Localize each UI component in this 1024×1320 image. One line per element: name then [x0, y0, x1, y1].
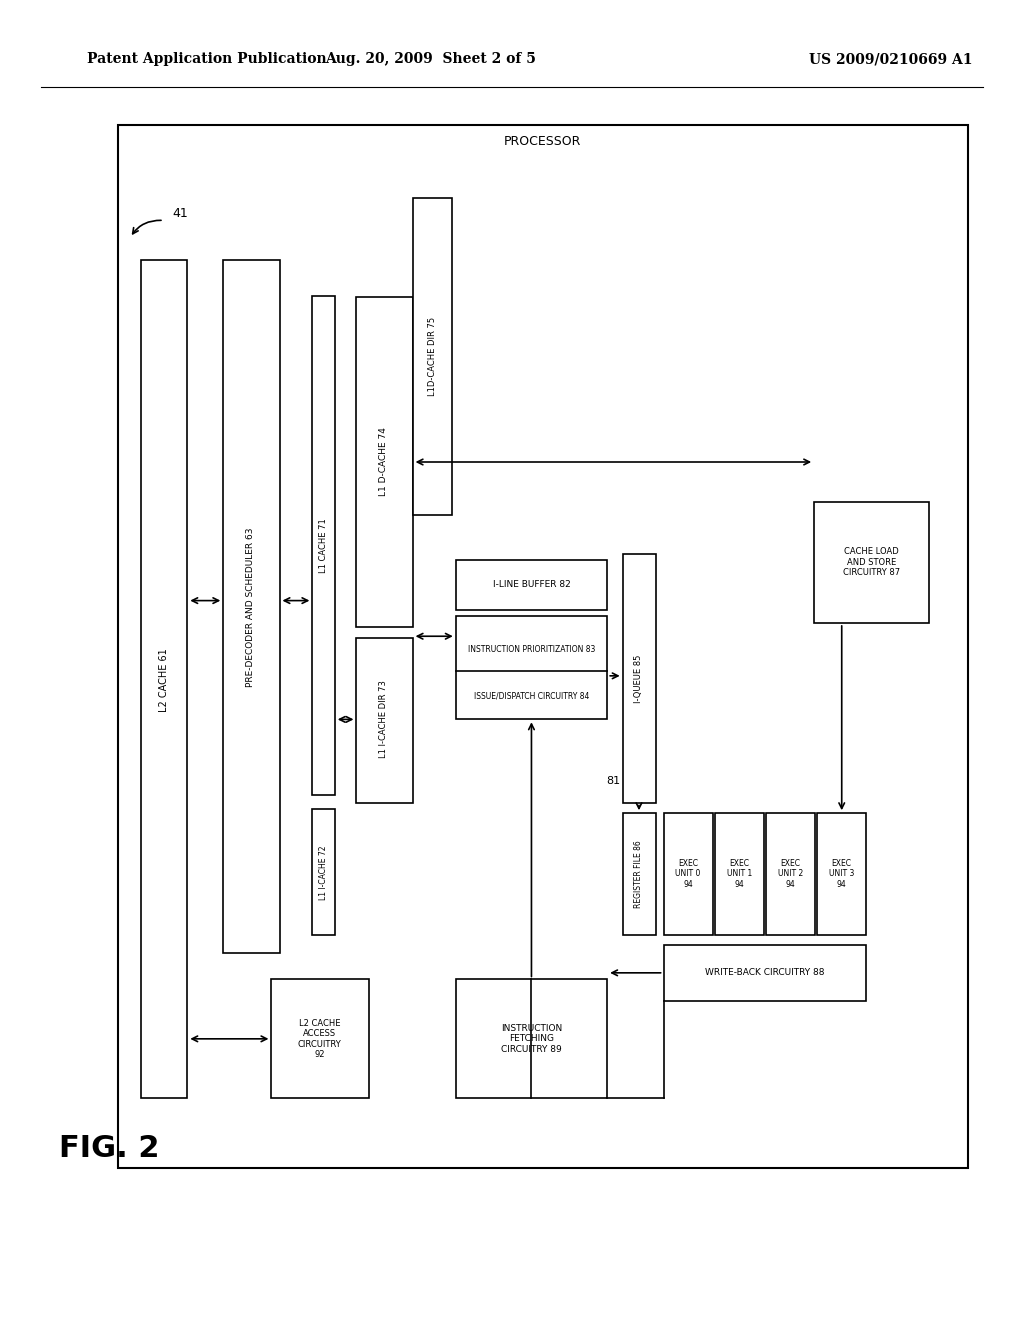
FancyBboxPatch shape: [141, 260, 187, 1098]
Text: L2 CACHE 61: L2 CACHE 61: [159, 648, 169, 711]
Text: Patent Application Publication: Patent Application Publication: [87, 53, 327, 66]
FancyBboxPatch shape: [223, 260, 280, 953]
FancyBboxPatch shape: [664, 813, 713, 935]
Text: 81: 81: [606, 776, 621, 787]
FancyBboxPatch shape: [623, 554, 656, 803]
Text: INSTRUCTION PRIORITIZATION 83: INSTRUCTION PRIORITIZATION 83: [468, 645, 595, 653]
Text: WRITE-BACK CIRCUITRY 88: WRITE-BACK CIRCUITRY 88: [706, 969, 824, 977]
FancyBboxPatch shape: [456, 616, 607, 719]
FancyBboxPatch shape: [623, 813, 656, 935]
Text: I-QUEUE 85: I-QUEUE 85: [635, 655, 643, 702]
Text: Aug. 20, 2009  Sheet 2 of 5: Aug. 20, 2009 Sheet 2 of 5: [325, 53, 536, 66]
Text: L1 I-CACHE DIR 73: L1 I-CACHE DIR 73: [380, 681, 388, 758]
Text: EXEC
UNIT 0
94: EXEC UNIT 0 94: [676, 859, 700, 888]
Text: US 2009/0210669 A1: US 2009/0210669 A1: [809, 53, 973, 66]
Text: I-LINE BUFFER 82: I-LINE BUFFER 82: [493, 581, 570, 589]
FancyBboxPatch shape: [814, 502, 929, 623]
Text: L1 CACHE 71: L1 CACHE 71: [319, 517, 328, 573]
FancyBboxPatch shape: [456, 979, 607, 1098]
Text: EXEC
UNIT 3
94: EXEC UNIT 3 94: [829, 859, 854, 888]
FancyBboxPatch shape: [456, 560, 607, 610]
FancyBboxPatch shape: [312, 809, 335, 935]
FancyBboxPatch shape: [118, 125, 968, 1168]
Text: ISSUE/DISPATCH CIRCUITRY 84: ISSUE/DISPATCH CIRCUITRY 84: [474, 692, 589, 700]
FancyBboxPatch shape: [715, 813, 764, 935]
Text: L2 CACHE
ACCESS
CIRCUITRY
92: L2 CACHE ACCESS CIRCUITRY 92: [298, 1019, 341, 1059]
FancyBboxPatch shape: [356, 297, 413, 627]
Text: 41: 41: [172, 207, 187, 220]
FancyBboxPatch shape: [664, 945, 866, 1001]
Text: L1 D-CACHE 74: L1 D-CACHE 74: [380, 428, 388, 496]
Text: INSTRUCTION
FETCHING
CIRCUITRY 89: INSTRUCTION FETCHING CIRCUITRY 89: [501, 1024, 562, 1053]
Text: FIG. 2: FIG. 2: [59, 1134, 160, 1163]
Text: PROCESSOR: PROCESSOR: [504, 135, 582, 148]
FancyBboxPatch shape: [356, 638, 413, 803]
Text: REGISTER FILE 86: REGISTER FILE 86: [635, 840, 643, 908]
FancyBboxPatch shape: [766, 813, 815, 935]
Text: EXEC
UNIT 2
94: EXEC UNIT 2 94: [778, 859, 803, 888]
Text: CACHE LOAD
AND STORE
CIRCUITRY 87: CACHE LOAD AND STORE CIRCUITRY 87: [843, 548, 900, 577]
FancyBboxPatch shape: [271, 979, 369, 1098]
Text: EXEC
UNIT 1
94: EXEC UNIT 1 94: [727, 859, 752, 888]
FancyBboxPatch shape: [413, 198, 452, 515]
Text: L1 I-CACHE 72: L1 I-CACHE 72: [319, 845, 328, 900]
Text: L1D-CACHE DIR 75: L1D-CACHE DIR 75: [428, 317, 436, 396]
FancyBboxPatch shape: [817, 813, 866, 935]
Text: PRE-DECODER AND SCHEDULER 63: PRE-DECODER AND SCHEDULER 63: [247, 528, 255, 686]
FancyBboxPatch shape: [312, 296, 335, 795]
